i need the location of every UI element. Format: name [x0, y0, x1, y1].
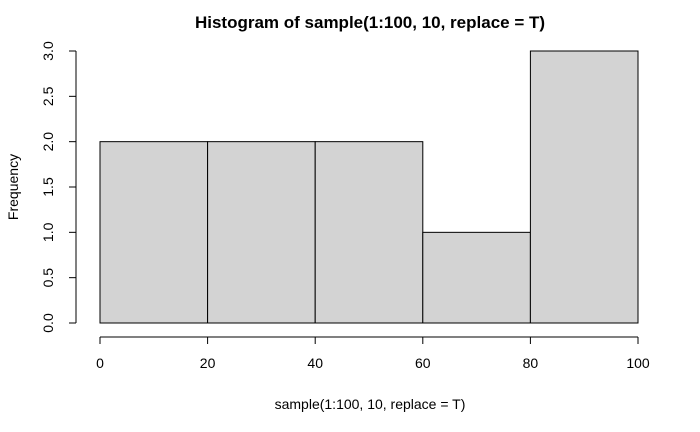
x-tick-label: 0 — [96, 355, 104, 371]
y-tick-label: 0.0 — [40, 313, 56, 333]
y-tick-label: 2.5 — [40, 86, 56, 106]
y-tick-label: 0.5 — [40, 268, 56, 288]
x-axis-label: sample(1:100, 10, replace = T) — [275, 396, 466, 412]
histogram-bar-4 — [422, 231, 531, 324]
x-tick-label: 80 — [523, 355, 539, 371]
histogram-bar-2 — [207, 141, 316, 324]
x-axis: 0 20 40 60 80 100 — [96, 336, 650, 371]
histogram-bar-5 — [529, 50, 639, 324]
x-tick-label: 60 — [415, 355, 431, 371]
histogram-bar-3 — [314, 141, 424, 324]
y-axis-label: Frequency — [5, 154, 21, 220]
y-tick-label: 1.0 — [40, 222, 56, 242]
y-tick-label: 2.0 — [40, 132, 56, 152]
histogram-bar-1 — [99, 141, 209, 324]
x-tick-label: 100 — [626, 355, 650, 371]
y-tick-label: 1.5 — [40, 177, 56, 197]
x-tick-label: 40 — [307, 355, 323, 371]
y-tick-label: 3.0 — [40, 41, 56, 61]
x-tick-label: 20 — [200, 355, 216, 371]
chart-title: Histogram of sample(1:100, 10, replace =… — [195, 13, 545, 32]
bars-group — [99, 50, 639, 324]
y-axis: 0.0 0.5 1.0 1.5 2.0 2.5 3.0 — [40, 41, 77, 333]
